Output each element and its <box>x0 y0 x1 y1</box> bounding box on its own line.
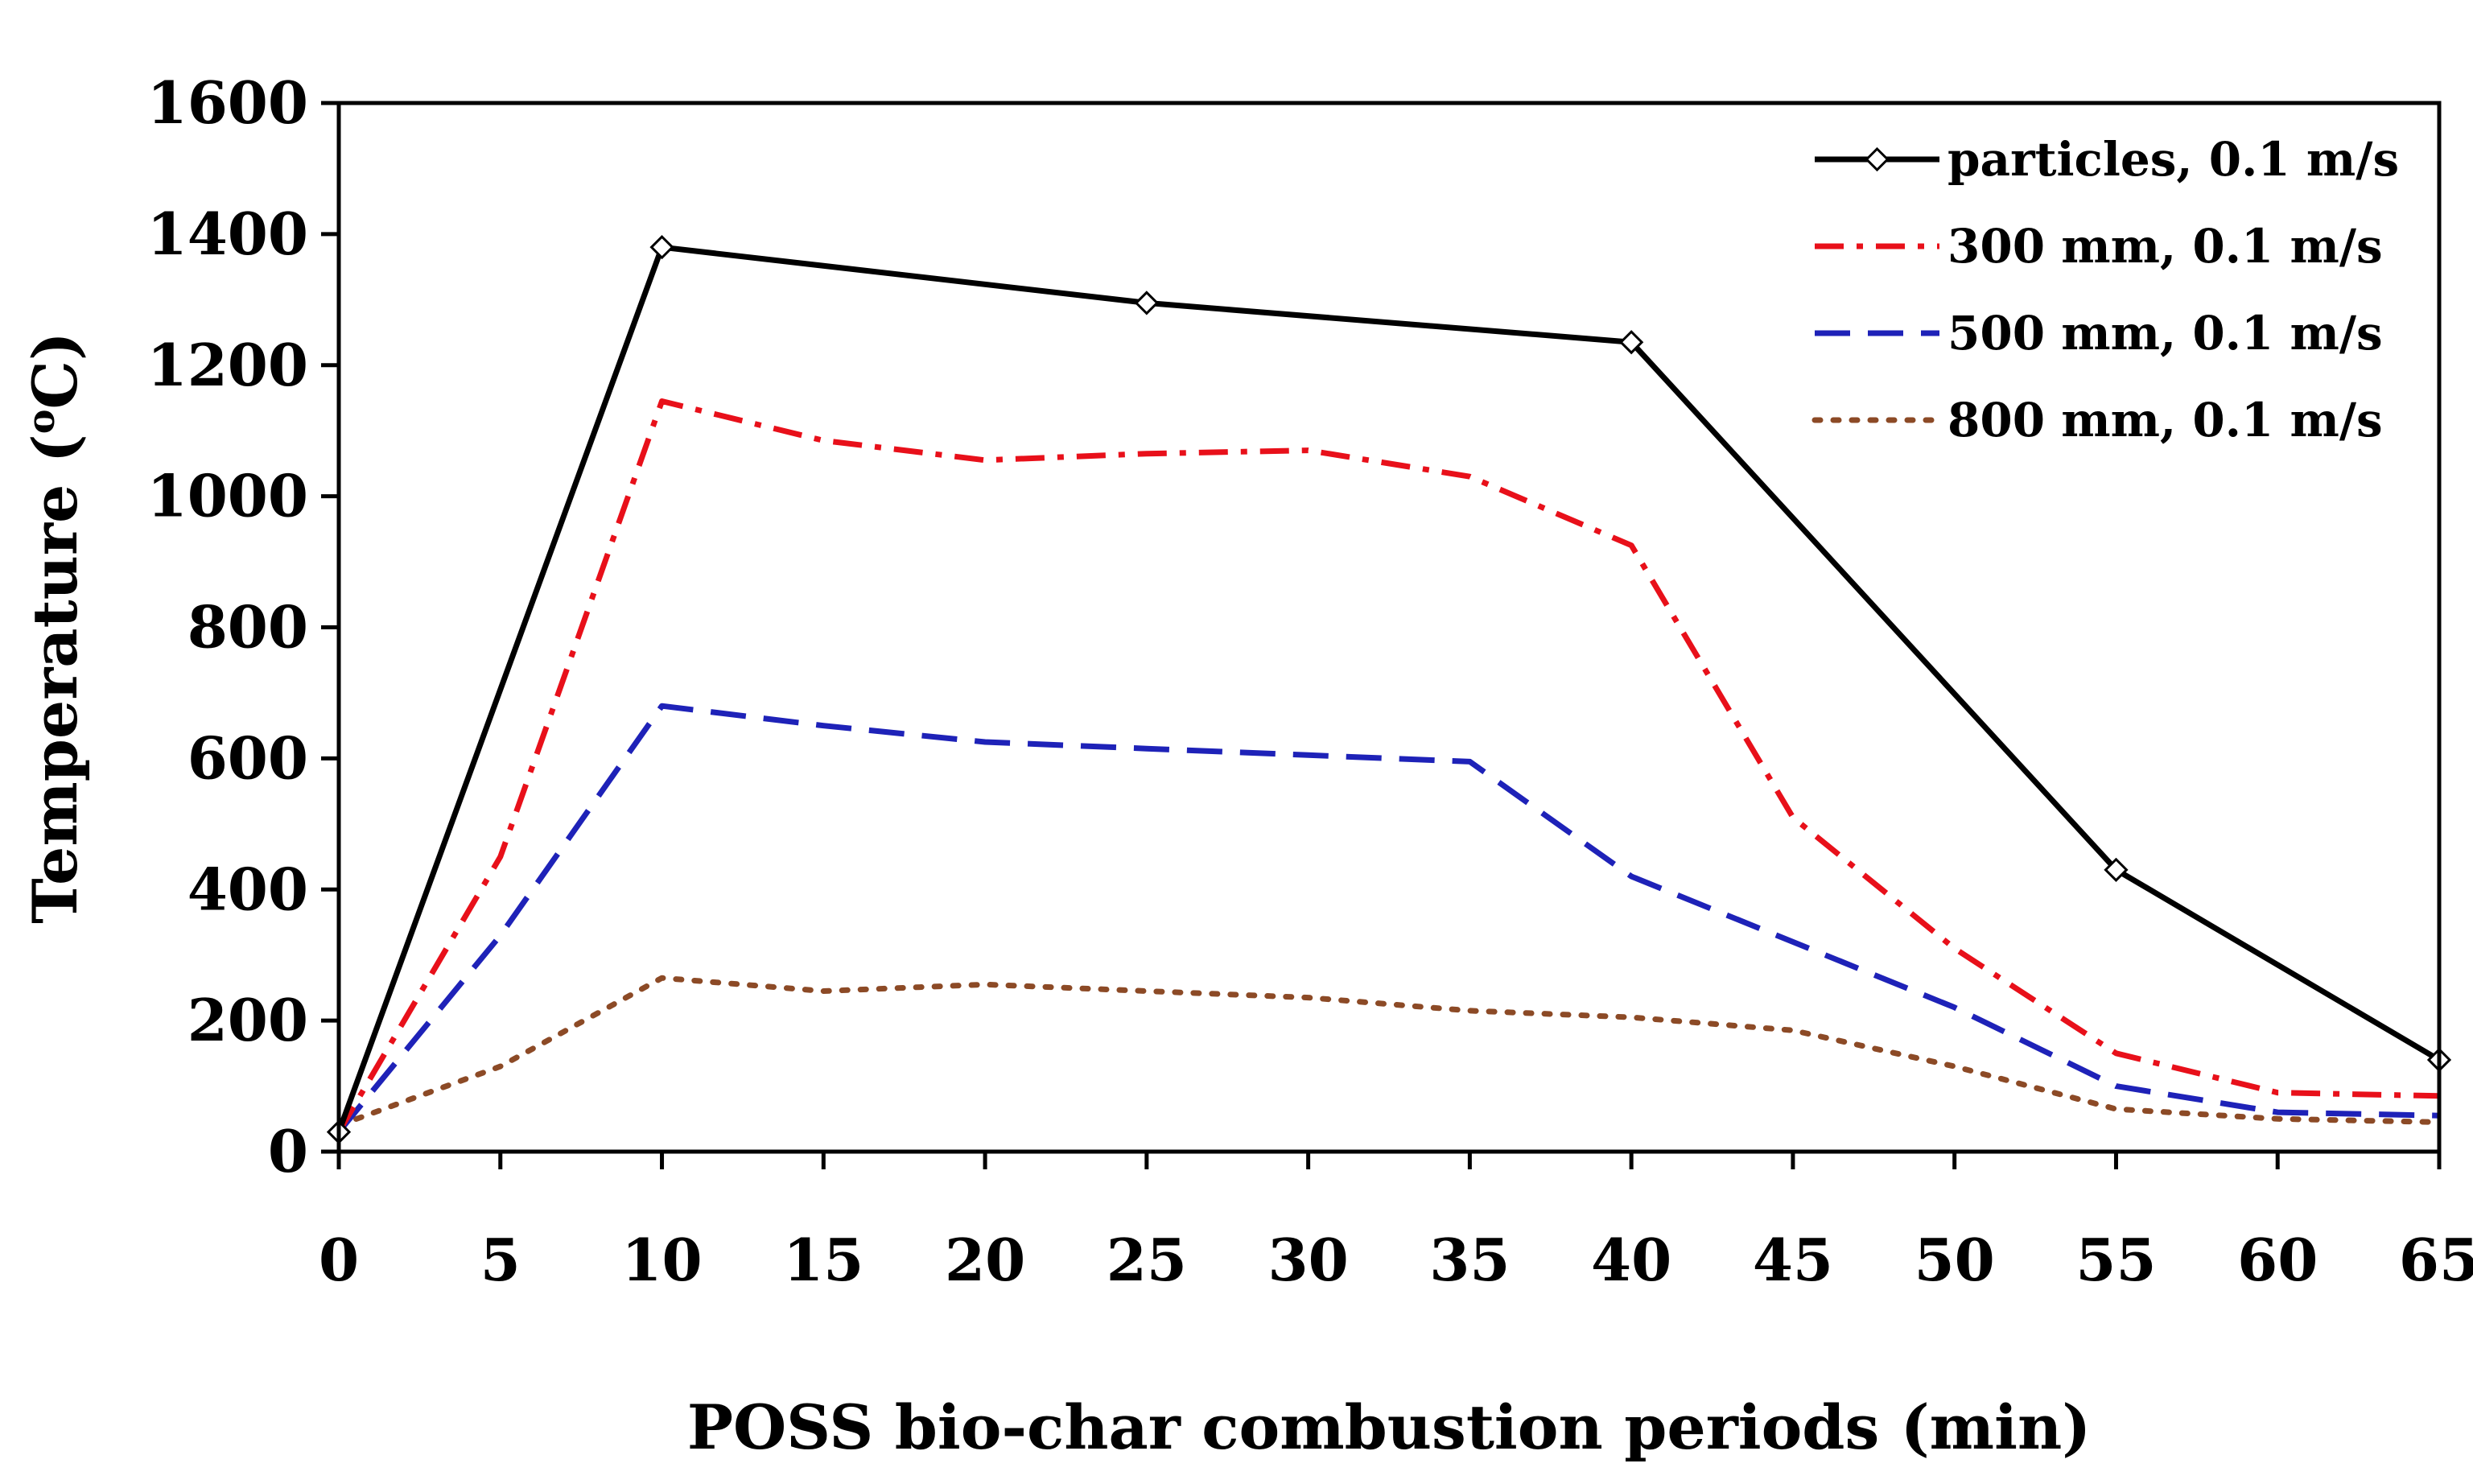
x-tick-label: 40 <box>1591 1226 1671 1294</box>
x-tick-label: 50 <box>1915 1226 1995 1294</box>
series-line-3 <box>336 975 2442 1128</box>
series-line-0 <box>336 244 2441 1133</box>
data-point-diamond <box>1134 291 1159 315</box>
series-line-1 <box>336 398 2440 1134</box>
x-tick-label: 30 <box>1268 1226 1349 1294</box>
y-axis-title-superscript: o <box>19 410 63 435</box>
chart-marks <box>326 235 2452 1144</box>
x-tick-label: 60 <box>2237 1226 2318 1294</box>
legend-label-3: 800 mm, 0.1 m/s <box>1947 393 2383 447</box>
y-tick-label: 1600 <box>147 68 308 137</box>
x-tick-label: 15 <box>783 1226 863 1294</box>
y-axis-title: Temperature (oC) <box>19 332 91 924</box>
y-axis-title-unit: C) <box>19 332 91 409</box>
y-tick-label: 1400 <box>147 200 308 268</box>
y-axis-ticks: 0 200 400 600 800 1000 1200 1400 1600 <box>147 68 339 1185</box>
y-tick-label: 1200 <box>147 331 308 399</box>
x-tick-label: 0 <box>319 1226 359 1294</box>
x-tick-label: 10 <box>621 1226 702 1294</box>
legend-label-2: 500 mm, 0.1 m/s <box>1947 306 2383 361</box>
x-tick-label: 45 <box>1753 1226 1833 1294</box>
x-tick-label: 65 <box>2399 1226 2473 1294</box>
data-point-diamond <box>1619 330 1644 355</box>
x-tick-label: 25 <box>1107 1226 1187 1294</box>
x-axis-title: POSS bio-char combustion periods (min) <box>687 1391 2091 1463</box>
legend: particles, 0.1 m/s 300 mm, 0.1 m/s 500 mm,… <box>1811 132 2399 447</box>
legend-label-1: 300 mm, 0.1 m/s <box>1947 219 2383 274</box>
y-tick-label: 200 <box>188 986 308 1054</box>
y-tick-label: 0 <box>268 1117 308 1185</box>
y-tick-label: 1000 <box>147 462 308 530</box>
y-tick-label: 600 <box>188 723 308 792</box>
x-tick-label: 55 <box>2075 1226 2156 1294</box>
legend-marker-diamond <box>1865 146 1890 172</box>
x-tick-label: 20 <box>945 1226 1025 1294</box>
data-point-diamond <box>2104 857 2129 882</box>
y-tick-label: 800 <box>188 593 308 662</box>
x-axis-ticks: 0 5 10 15 20 25 30 35 40 45 50 55 60 65 <box>319 1152 2473 1294</box>
series-line-2 <box>336 703 2440 1134</box>
data-point-diamond <box>649 235 674 260</box>
y-axis-title-main: Temperature ( <box>19 434 91 924</box>
x-tick-label: 5 <box>480 1226 521 1294</box>
x-tick-label: 35 <box>1429 1226 1510 1294</box>
y-tick-label: 400 <box>188 855 308 923</box>
legend-label-0: particles, 0.1 m/s <box>1947 132 2399 187</box>
